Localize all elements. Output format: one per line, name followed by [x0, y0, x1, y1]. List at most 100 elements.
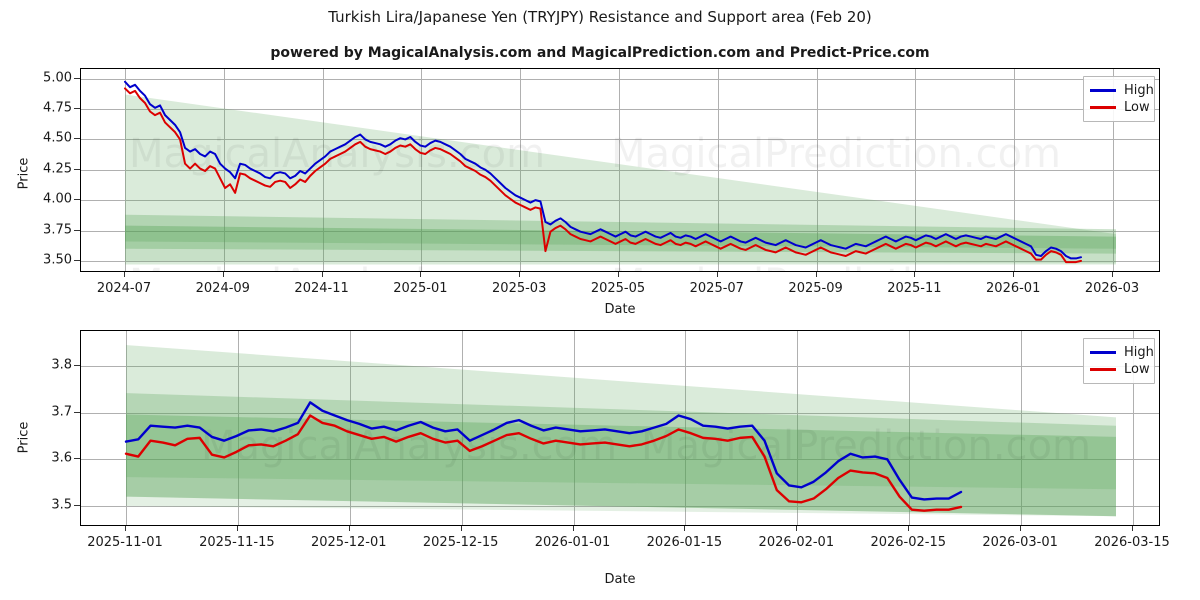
- bottom-chart-xlabel: Date: [604, 572, 636, 587]
- x-axis-tick-label: 2026-03-15: [1094, 535, 1170, 550]
- x-axis-tick-mark: [124, 272, 125, 277]
- x-axis-tick-mark: [1112, 272, 1113, 277]
- x-axis-tick-label: 2025-03: [492, 281, 547, 296]
- y-axis-tick-label: 3.5: [51, 497, 72, 513]
- y-axis-tick-mark: [74, 229, 80, 231]
- gridline-horizontal: [81, 366, 1159, 367]
- x-axis-tick-mark: [519, 272, 521, 277]
- y-axis-tick-label: 4.75: [43, 100, 72, 116]
- series-line-high: [124, 80, 1082, 260]
- watermark-text: MagicalPrediction.com: [611, 131, 1061, 177]
- gridline-vertical: [1021, 331, 1023, 525]
- x-axis-tick-mark: [815, 272, 817, 277]
- gridline-vertical: [816, 69, 818, 271]
- chart-series-layer: MagicalAnalysis.com MagicalPrediction.com…: [124, 80, 1116, 272]
- gridline-vertical: [685, 331, 687, 525]
- y-axis-tick-mark: [74, 168, 80, 170]
- top-chart-legend: High Low: [1083, 76, 1155, 122]
- bottom-chart-plot-area: MagicalAnalysis.com MagicalPrediction.com: [80, 330, 1160, 526]
- x-axis-tick-mark: [125, 526, 126, 531]
- legend-label: Low: [1124, 100, 1150, 115]
- x-axis-tick-label: 2024-07: [96, 281, 152, 296]
- legend-item-high[interactable]: High: [1090, 344, 1154, 361]
- gridline-vertical: [619, 69, 620, 271]
- x-axis-tick-label: 2026-01-01: [534, 535, 611, 550]
- series-line-high: [124, 401, 963, 501]
- y-axis-tick-label: 3.50: [43, 252, 72, 268]
- x-axis-tick-mark: [1013, 272, 1015, 277]
- x-axis-tick-mark: [321, 272, 323, 277]
- legend-label: Low: [1124, 362, 1150, 377]
- gridline-horizontal: [81, 139, 1159, 141]
- top-chart-plot-area: MagicalAnalysis.com MagicalPrediction.com…: [80, 68, 1160, 272]
- x-axis-tick-mark: [1020, 526, 1022, 531]
- gridline-horizontal: [81, 459, 1159, 461]
- x-axis-tick-label: 2025-05: [590, 281, 646, 296]
- watermark-text: MagicalAnalysis.com: [129, 131, 545, 177]
- x-axis-tick-label: 2025-12-15: [422, 535, 499, 550]
- gridline-vertical: [461, 331, 463, 525]
- bottom-chart-panel: Price Date MagicalAnalysis.com MagicalPre…: [0, 320, 1200, 600]
- x-axis-tick-mark: [222, 272, 224, 277]
- gridline-vertical: [573, 331, 575, 525]
- x-axis-tick-mark: [796, 526, 798, 531]
- legend-item-low[interactable]: Low: [1090, 361, 1150, 378]
- y-axis-tick-mark: [74, 108, 80, 110]
- x-axis-tick-label: 2026-02-15: [870, 535, 946, 550]
- x-axis-tick-mark: [914, 272, 916, 277]
- gridline-vertical: [223, 69, 225, 271]
- gridline-horizontal: [81, 78, 1159, 80]
- gridline-horizontal: [81, 230, 1159, 232]
- gridline-horizontal: [81, 412, 1159, 414]
- gridline-horizontal: [81, 200, 1159, 202]
- x-axis-tick-mark: [460, 526, 462, 531]
- gridline-vertical: [520, 69, 522, 271]
- top-chart-xlabel: Date: [604, 302, 636, 317]
- band-support-core: [126, 414, 1116, 490]
- legend-item-low[interactable]: Low: [1090, 99, 1150, 116]
- x-axis-tick-label: 2026-03: [1084, 281, 1140, 296]
- y-axis-tick-label: 3.75: [43, 222, 72, 237]
- x-axis-tick-label: 2026-01: [986, 281, 1041, 296]
- legend-item-high[interactable]: High: [1090, 82, 1154, 99]
- y-axis-tick-label: 4.00: [43, 191, 72, 207]
- gridline-vertical: [909, 331, 911, 525]
- gridline-vertical: [717, 69, 719, 271]
- gridline-vertical: [1133, 331, 1134, 525]
- gridline-vertical: [237, 331, 239, 525]
- gridline-horizontal: [81, 260, 1159, 262]
- gridline-horizontal: [81, 109, 1159, 111]
- gridline-vertical: [1113, 69, 1114, 271]
- gridline-vertical: [125, 69, 126, 271]
- gridline-horizontal: [81, 169, 1159, 171]
- x-axis-tick-label: 2025-01: [393, 281, 448, 296]
- band-support-outer: [125, 241, 1116, 264]
- x-axis-tick-label: 2024-09: [195, 281, 250, 296]
- x-axis-tick-mark: [420, 272, 422, 277]
- x-axis-tick-mark: [348, 526, 350, 531]
- gridline-vertical: [797, 331, 799, 525]
- y-axis-tick-mark: [74, 77, 80, 79]
- x-axis-tick-mark: [716, 272, 718, 277]
- gridline-vertical: [915, 69, 917, 271]
- watermark-text: MagicalPrediction.com: [611, 261, 1061, 272]
- band-support-core: [125, 225, 1116, 249]
- band-support-outer: [126, 477, 1116, 517]
- page-title: Turkish Lira/Japanese Yen (TRYJPY) Resis…: [328, 8, 872, 26]
- series-line-low: [124, 414, 963, 512]
- y-axis-tick-label: 4.25: [43, 161, 72, 177]
- y-axis-tick-label: 3.6: [51, 450, 72, 466]
- x-axis-tick-label: 2025-11: [887, 281, 942, 296]
- legend-label: High: [1124, 83, 1154, 98]
- watermark-text: MagicalAnalysis.com: [129, 261, 545, 272]
- series-line-low: [124, 87, 1082, 264]
- x-axis-tick-label: 2026-02-01: [758, 535, 835, 550]
- gridline-horizontal: [81, 506, 1159, 507]
- legend-swatch-high-icon: [1090, 351, 1116, 354]
- band-resistance-outer: [125, 94, 1116, 265]
- watermark-text: MagicalPrediction.com: [641, 423, 1091, 469]
- page-subtitle: powered by MagicalAnalysis.com and Magic…: [270, 45, 930, 61]
- y-axis-tick-mark: [74, 138, 80, 140]
- legend-swatch-low-icon: [1090, 368, 1116, 371]
